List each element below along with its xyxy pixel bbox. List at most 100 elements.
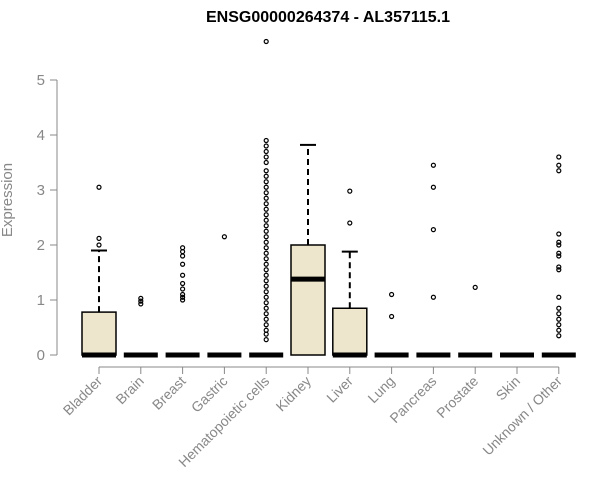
- outlier-point: [430, 162, 436, 168]
- outlier-point: [263, 289, 269, 295]
- outlier-point: [180, 245, 186, 251]
- outlier-point: [263, 212, 269, 218]
- outlier-point: [556, 305, 562, 311]
- outlier-point: [263, 154, 269, 160]
- outlier-point: [96, 184, 102, 190]
- outlier-point: [263, 283, 269, 289]
- outlier-point: [556, 242, 562, 248]
- box: [81, 311, 117, 356]
- outlier-point: [556, 231, 562, 237]
- outlier-point: [180, 272, 186, 278]
- y-tick-label: 2: [37, 237, 45, 254]
- outlier-point: [263, 148, 269, 155]
- x-tick-label: Brain: [112, 373, 146, 407]
- outlier-point: [556, 322, 562, 328]
- x-tick-label: Skin: [493, 373, 524, 404]
- outlier-point: [263, 184, 269, 190]
- outlier-point: [263, 337, 269, 343]
- outlier-point: [263, 278, 269, 284]
- x-tick-label: Breast: [149, 373, 189, 413]
- outlier-point: [347, 220, 353, 226]
- outlier-point: [556, 267, 562, 273]
- outlier-point: [138, 298, 144, 304]
- outlier-point: [263, 239, 269, 245]
- outlier-point: [430, 184, 436, 190]
- y-axis-label: Expression: [0, 163, 16, 237]
- outlier-point: [263, 190, 269, 196]
- outlier-point: [347, 188, 353, 194]
- outlier-point: [263, 223, 269, 229]
- outlier-point: [180, 297, 186, 303]
- outlier-point: [96, 235, 102, 241]
- outlier-point: [263, 327, 269, 333]
- outlier-point: [556, 250, 562, 256]
- outlier-point: [263, 294, 269, 300]
- outlier-point: [263, 234, 269, 240]
- outlier-point: [556, 162, 562, 168]
- outlier-point: [263, 256, 269, 262]
- outlier-point: [180, 294, 186, 300]
- outlier-point: [556, 253, 562, 259]
- outlier-point: [263, 143, 269, 149]
- y-tick-label: 1: [37, 292, 45, 309]
- outlier-point: [138, 295, 144, 301]
- outlier-point: [263, 322, 269, 328]
- y-tick-label: 4: [37, 127, 45, 144]
- x-tick-label: Lung: [364, 373, 397, 406]
- outlier-point: [556, 311, 562, 317]
- outlier-point: [556, 327, 562, 333]
- box: [332, 307, 368, 356]
- outlier-point: [180, 280, 186, 287]
- outlier-point: [263, 195, 269, 201]
- x-tick-label: Prostate: [433, 373, 481, 421]
- outlier-point: [263, 316, 269, 322]
- y-tick-label: 0: [37, 347, 45, 364]
- outlier-point: [556, 316, 562, 322]
- outlier-point: [96, 242, 102, 248]
- outlier-point: [263, 201, 269, 207]
- outlier-point: [263, 267, 269, 273]
- outlier-point: [430, 227, 436, 233]
- x-tick-label: Unknown / Other: [479, 373, 565, 459]
- outlier-point: [263, 300, 269, 306]
- outlier-point: [180, 286, 186, 292]
- outlier-point: [556, 154, 562, 160]
- outlier-point: [556, 294, 562, 300]
- outlier-point: [263, 250, 269, 256]
- outlier-point: [138, 301, 144, 307]
- outlier-point: [263, 311, 269, 317]
- box: [290, 244, 326, 356]
- outlier-point: [389, 313, 395, 320]
- outlier-point: [263, 137, 269, 144]
- x-tick-label: Kidney: [273, 373, 315, 415]
- outlier-point: [556, 264, 562, 270]
- y-tick-label: 3: [37, 182, 45, 199]
- outlier-point: [180, 291, 186, 298]
- outlier-point: [556, 333, 562, 339]
- outlier-point: [472, 284, 478, 290]
- x-tick-label: Liver: [323, 373, 356, 406]
- outlier-point: [263, 206, 269, 212]
- outlier-point: [430, 294, 436, 300]
- outlier-point: [263, 217, 269, 223]
- outlier-point: [556, 239, 562, 245]
- outlier-point: [180, 261, 186, 267]
- outlier-point: [263, 168, 269, 174]
- outlier-point: [263, 179, 269, 185]
- outlier-point: [263, 159, 269, 166]
- outlier-point: [263, 261, 269, 267]
- outlier-point: [556, 168, 562, 174]
- x-tick-label: Bladder: [60, 373, 106, 419]
- outlier-point: [180, 253, 186, 259]
- y-tick-label: 5: [37, 72, 45, 89]
- outlier-point: [263, 228, 269, 234]
- outlier-point: [263, 305, 269, 311]
- outlier-point: [389, 291, 395, 298]
- outlier-point: [263, 173, 269, 179]
- outlier-point: [263, 272, 269, 278]
- outlier-point: [221, 234, 227, 240]
- outlier-point: [263, 245, 269, 251]
- outlier-point: [263, 38, 269, 45]
